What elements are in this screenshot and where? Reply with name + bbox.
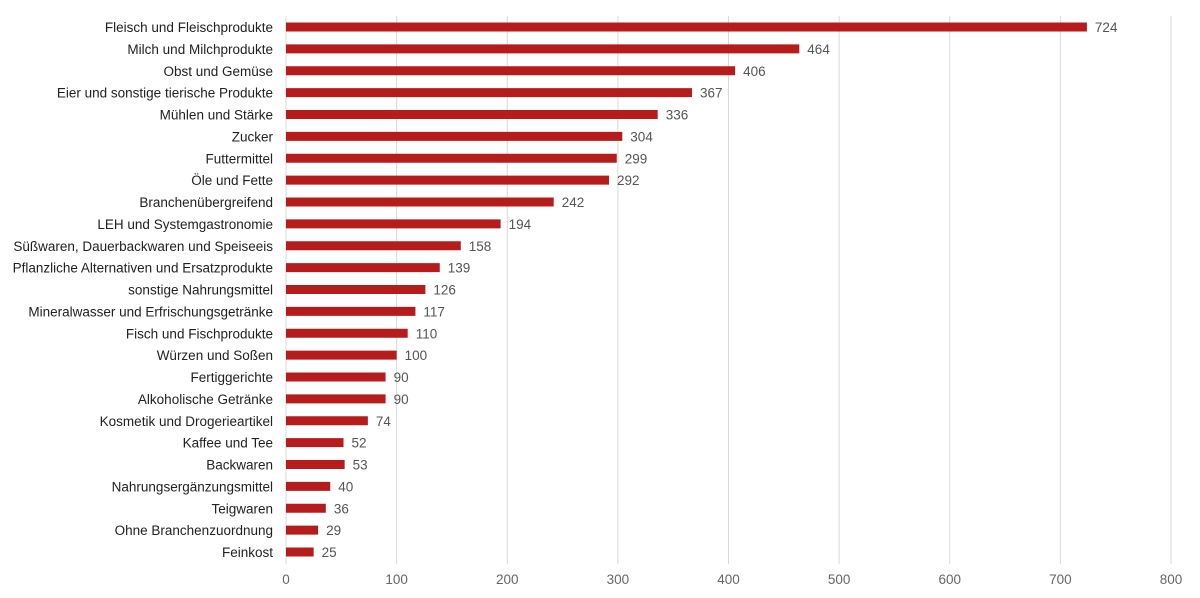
bar (286, 547, 314, 557)
category-label: Öle und Fette (191, 173, 273, 188)
bar (286, 306, 416, 316)
x-tick-label: 400 (717, 572, 740, 587)
bar (286, 503, 326, 513)
bar (286, 285, 426, 294)
x-tick-label: 500 (828, 572, 851, 587)
data-label: 406 (743, 64, 766, 79)
x-tick-label: 0 (282, 572, 290, 587)
category-label: Kosmetik und Drogerieartikel (100, 414, 273, 429)
data-label: 90 (394, 370, 409, 385)
bar (286, 438, 344, 448)
category-label: Fertiggerichte (190, 370, 273, 385)
category-label: Süßwaren, Dauerbackwaren und Speiseeis (13, 239, 273, 254)
bar (286, 525, 319, 535)
bar (286, 416, 368, 426)
category-label: Feinkost (222, 545, 273, 560)
bar (286, 328, 408, 338)
data-label: 53 (353, 458, 368, 473)
data-label: 292 (617, 173, 640, 188)
data-label: 724 (1095, 20, 1118, 35)
bars (286, 22, 1087, 557)
x-tick-label: 200 (496, 572, 519, 587)
category-label: Pflanzliche Alternativen und Ersatzprodu… (13, 261, 273, 276)
category-label: Ohne Branchenzuordnung (115, 523, 273, 538)
x-tick-label: 600 (938, 572, 961, 587)
data-label: 367 (700, 86, 723, 101)
bar (286, 88, 692, 98)
data-label: 464 (807, 42, 830, 57)
bar (286, 175, 610, 185)
category-label: Zucker (232, 129, 274, 144)
data-label: 74 (376, 414, 392, 429)
x-axis-tick-labels: 0 100 200 300 400 500 600 700 800 (282, 572, 1182, 587)
bar (286, 460, 345, 469)
data-label: 29 (326, 523, 341, 538)
bar (286, 219, 501, 229)
category-label: Futtermittel (205, 151, 273, 166)
value-labels: 724 464 406 367 336 304 299 292 242 194 158 139 126 1… (322, 20, 1118, 560)
category-label: Eier und sonstige tierische Produkte (57, 86, 273, 101)
category-label: Teigwaren (211, 501, 273, 516)
data-label: 242 (562, 195, 585, 210)
category-label: sonstige Nahrungsmittel (128, 283, 273, 298)
x-tick-label: 300 (607, 572, 630, 587)
bar (286, 372, 386, 382)
category-label: Fleisch und Fleischprodukte (105, 20, 273, 35)
data-label: 139 (448, 261, 471, 276)
bar (286, 481, 331, 491)
bar (286, 197, 554, 207)
x-tick-label: 100 (385, 572, 408, 587)
data-label: 117 (423, 304, 445, 319)
data-label: 126 (433, 283, 456, 298)
bar (286, 66, 736, 76)
data-label: 90 (394, 392, 409, 407)
category-label: Obst und Gemüse (163, 64, 273, 79)
bar (286, 263, 440, 273)
category-labels: Fleisch und Fleischprodukte Milch und Mil… (13, 20, 274, 560)
bar (286, 110, 658, 119)
bar (286, 241, 461, 251)
gridlines (285, 16, 1172, 564)
data-label: 40 (338, 479, 353, 494)
category-label: Nahrungsergänzungsmittel (112, 479, 273, 494)
category-label: Mineralwasser und Erfrischungsgetränke (28, 304, 273, 319)
data-label: 36 (334, 501, 349, 516)
bar (286, 153, 617, 163)
data-label: 158 (469, 239, 492, 254)
category-label: Milch und Milchprodukte (127, 42, 273, 57)
category-label: Kaffee und Tee (183, 436, 273, 451)
bar (286, 350, 397, 360)
category-label: Alkoholische Getränke (138, 392, 273, 407)
category-label: Backwaren (206, 458, 273, 473)
x-tick-label: 700 (1049, 572, 1072, 587)
data-label: 100 (405, 348, 428, 363)
data-label: 25 (322, 545, 337, 560)
category-label: Mühlen und Stärke (160, 108, 273, 123)
bar (286, 131, 623, 141)
data-label: 110 (416, 326, 438, 341)
x-tick-label: 800 (1160, 572, 1183, 587)
data-label: 336 (666, 108, 689, 123)
bar (286, 44, 800, 54)
category-label: Würzen und Soßen (157, 348, 273, 363)
data-label: 299 (625, 151, 648, 166)
data-label: 52 (352, 436, 367, 451)
data-label: 194 (509, 217, 532, 232)
bar (286, 22, 1087, 32)
category-label: Branchenübergreifend (139, 195, 273, 210)
category-label: LEH und Systemgastronomie (97, 217, 273, 232)
category-label: Fisch und Fischprodukte (126, 326, 273, 341)
bar (286, 394, 386, 404)
data-label: 304 (630, 129, 653, 144)
